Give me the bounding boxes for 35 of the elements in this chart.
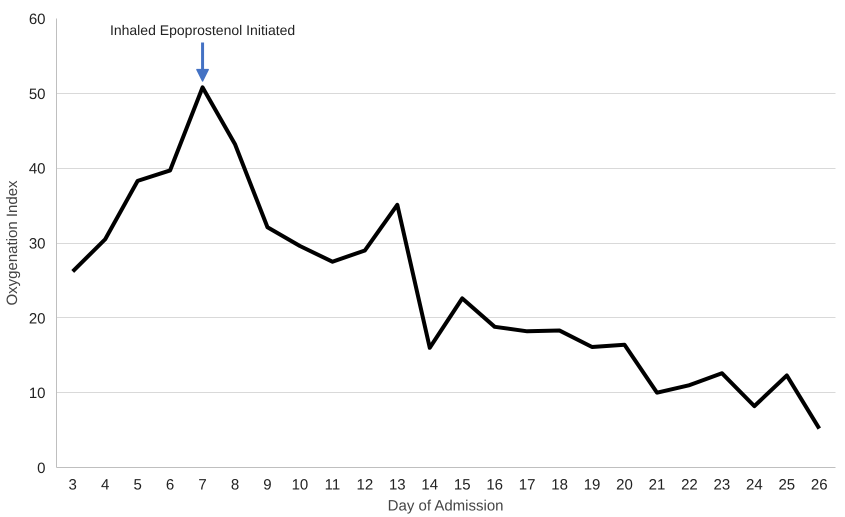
x-tick-label: 6	[166, 476, 174, 494]
x-tick-label: 26	[810, 476, 828, 494]
x-tick-label: 20	[616, 476, 633, 494]
x-tick-label: 19	[584, 476, 600, 494]
y-tick-label: 20	[28, 310, 46, 328]
x-tick-label: 12	[356, 476, 374, 494]
y-tick-label: 60	[28, 11, 46, 28]
x-tick-label: 9	[263, 476, 272, 494]
y-tick-label: 30	[28, 236, 46, 252]
x-tick-label: 21	[648, 476, 666, 494]
x-tick-label: 7	[198, 476, 207, 494]
x-tick-label: 3	[68, 476, 77, 494]
x-tick-label: 8	[230, 476, 240, 494]
x-tick-label: 14	[421, 476, 438, 494]
y-tick-label: 50	[28, 86, 46, 103]
x-tick-label: 23	[714, 476, 730, 494]
x-tick-label: 4	[101, 476, 110, 494]
line-series	[70, 85, 822, 431]
x-tick-label: 17	[518, 476, 536, 494]
y-tick-label: 40	[28, 160, 46, 178]
x-tick-label: 24	[746, 476, 763, 494]
x-axis-title: Day of Admission	[388, 498, 504, 514]
x-tick-label: 18	[551, 476, 568, 494]
x-tick-label: 11	[324, 476, 340, 494]
x-tick-label: 16	[486, 476, 504, 494]
y-tick-label: 0	[37, 460, 46, 477]
x-tick-label: 5	[133, 476, 142, 494]
x-tick-label: 13	[388, 476, 406, 494]
y-tick-label: 10	[28, 385, 46, 402]
x-tick-label: 25	[778, 476, 796, 494]
x-tick-label: 22	[681, 476, 698, 494]
y-axis-title: Oxygenation Index	[4, 180, 21, 306]
annotation: Inhaled Epoprostenol Initiated	[110, 22, 296, 38]
x-tick-label: 15	[454, 476, 471, 494]
x-tick-label: 10	[292, 476, 308, 494]
